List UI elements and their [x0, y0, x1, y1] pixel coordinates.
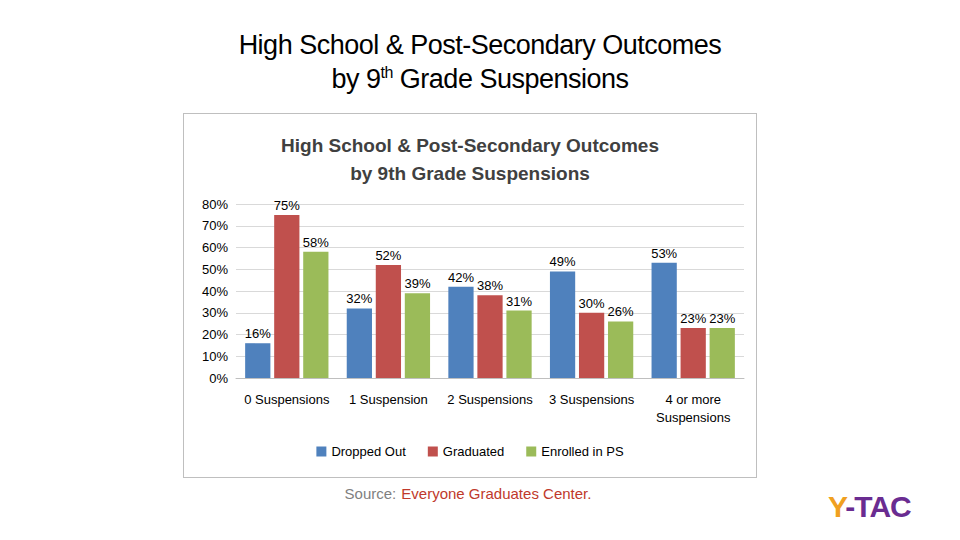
html-text:by 9thGrade Suspensions: by 9thGrade Suspensions [331, 64, 629, 94]
svg-text:31%: 31% [506, 294, 532, 309]
svg-text:38%: 38% [477, 278, 503, 293]
svg-text:42%: 42% [448, 270, 474, 285]
svg-text:39%: 39% [404, 276, 430, 291]
html-text:Source: Everyone Graduates Cen: Source: Everyone Graduates Center. [344, 485, 592, 502]
svg-text:10%: 10% [202, 349, 228, 364]
svg-text:Graduated: Graduated [443, 444, 504, 459]
svg-text:30%: 30% [579, 296, 605, 311]
svg-text:40%: 40% [202, 284, 228, 299]
svg-text:16%: 16% [245, 326, 271, 341]
svg-text:53%: 53% [651, 246, 677, 261]
svg-text:23%: 23% [709, 311, 735, 326]
html-text:Y -TAC: Y -TAC [828, 490, 911, 523]
svg-text:50%: 50% [202, 262, 228, 277]
svg-text:20%: 20% [202, 327, 228, 342]
svg-text:High School & Post-Secondary O: High School & Post-Secondary Outcomes [281, 135, 659, 156]
svg-text:Suspensions: Suspensions [656, 410, 731, 425]
svg-text:Enrolled in PS: Enrolled in PS [541, 444, 624, 459]
svg-text:75%: 75% [274, 198, 300, 213]
svg-text:1 Suspension: 1 Suspension [349, 392, 428, 407]
svg-text:by 9th Grade Suspensions: by 9th Grade Suspensions [350, 163, 590, 184]
svg-text:30%: 30% [202, 305, 228, 320]
svg-text:70%: 70% [202, 218, 228, 233]
svg-text:60%: 60% [202, 240, 228, 255]
svg-text:0%: 0% [209, 371, 228, 386]
svg-text:2 Suspensions: 2 Suspensions [447, 392, 533, 407]
svg-text:49%: 49% [550, 254, 576, 269]
svg-text:58%: 58% [303, 235, 329, 250]
svg-text:3 Suspensions: 3 Suspensions [549, 392, 635, 407]
html-text:High School & Post-Secondary O: High School & Post-Secondary Outcomes [238, 30, 722, 60]
svg-text:52%: 52% [375, 248, 401, 263]
svg-text:80%: 80% [202, 197, 228, 212]
svg-text:Dropped Out: Dropped Out [331, 444, 406, 459]
svg-text:23%: 23% [680, 311, 706, 326]
svg-text:26%: 26% [608, 304, 634, 319]
svg-text:4 or more: 4 or more [665, 392, 721, 407]
svg-text:32%: 32% [346, 291, 372, 306]
svg-text:0 Suspensions: 0 Suspensions [244, 392, 330, 407]
